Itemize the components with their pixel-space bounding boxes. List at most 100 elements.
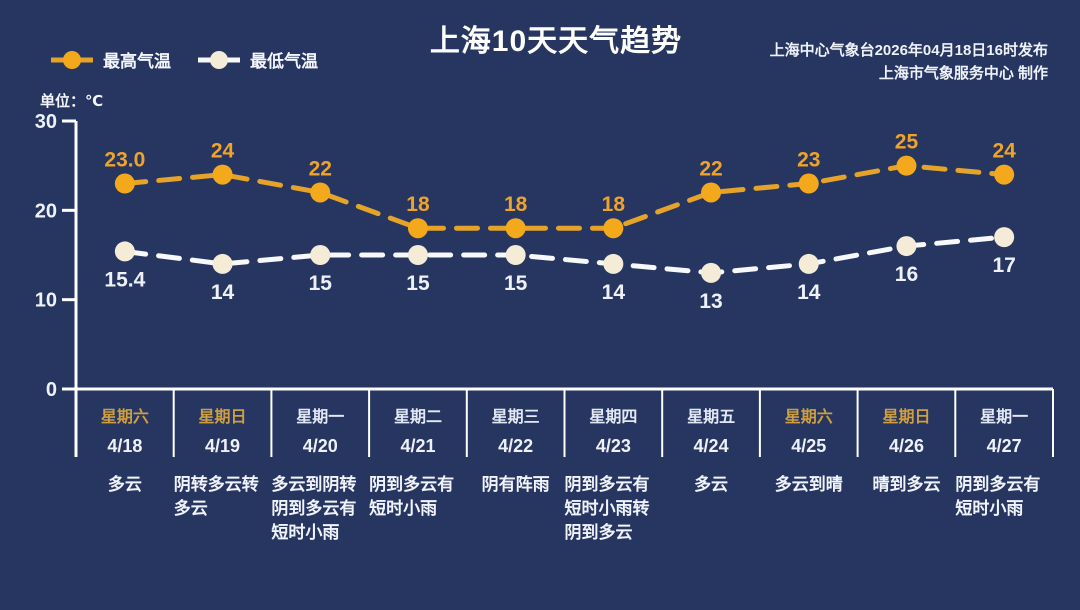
weather-description: 阴转多云转多云: [174, 473, 272, 521]
weekday-label: 星期五: [687, 409, 736, 426]
high-temp-value-label: 24: [992, 140, 1016, 163]
date-label: 4/23: [595, 436, 631, 456]
weekday-label: 星期二: [393, 409, 442, 426]
high-temp-value-label: 22: [309, 157, 332, 180]
high-temp-point: [505, 218, 526, 239]
day-column: 星期四 4/23 阴到多云有短时小雨转阴到多云: [565, 391, 663, 545]
date-label: 4/18: [107, 436, 143, 456]
weekday-label: 星期一: [296, 409, 345, 426]
y-tick-label: 10: [35, 290, 57, 312]
day-table: 星期六 4/18 多云 星期日 4/19 阴转多云转多云 星期一 4/20 多云到阴转阴到多云有…: [76, 391, 1053, 545]
weather-description: 多云: [662, 473, 760, 497]
weather-description: 阴到多云有短时小雨转阴到多云: [565, 473, 663, 545]
day-column: 星期一 4/20 多云到阴转阴到多云有短时小雨: [271, 391, 369, 545]
weekday-label: 星期六: [784, 409, 833, 426]
unit-label: 单位：℃: [40, 93, 104, 110]
day-column: 星期六 4/25 多云到晴: [760, 391, 858, 545]
high-temp-point: [603, 218, 624, 239]
date-label: 4/20: [302, 436, 338, 456]
day-column: 星期三 4/22 阴有阵雨: [467, 391, 565, 545]
high-temp-value-label: 24: [211, 140, 235, 163]
high-temp-point: [407, 218, 428, 239]
weekday-label: 星期日: [198, 409, 247, 426]
low-temp-value-label: 15: [406, 272, 430, 295]
low-temp-point: [798, 253, 819, 274]
date-label: 4/19: [205, 436, 241, 456]
low-temp-line: [122, 234, 1007, 276]
low-temp-value-label: 14: [797, 281, 821, 304]
weather-text: 多云到晴: [774, 475, 843, 494]
weekday-label: 星期六: [100, 409, 149, 426]
high-temp-point: [310, 182, 331, 203]
publisher-line1: 上海中心气象台2026年04月18日16时发布: [769, 42, 1048, 59]
weather-description: 多云: [76, 473, 174, 497]
high-temp-line: [122, 163, 1007, 231]
legend-marker-icon: [198, 50, 240, 69]
legend-item-high-temp: 最高气温: [50, 47, 171, 72]
weather-text: 阴有阵雨: [481, 475, 550, 494]
weather-text: 阴转多云转多云: [173, 475, 259, 518]
date-label: 4/27: [986, 436, 1022, 456]
high-temp-point: [896, 155, 917, 176]
low-temp-point: [212, 253, 233, 274]
low-temp-value-label: 15: [504, 272, 528, 295]
date-label: 4/22: [498, 436, 534, 456]
low-temp-value-label: 14: [211, 281, 235, 304]
high-temp-value-label: 18: [406, 193, 430, 216]
high-temp-value-label: 18: [602, 193, 626, 216]
day-column: 星期五 4/24 多云: [662, 391, 760, 545]
y-tick-label: 20: [35, 200, 57, 222]
day-column: 星期日 4/26 晴到多云: [858, 391, 956, 545]
high-temp-value-label: 23.0: [104, 149, 145, 172]
weather-text: 多云到阴转阴到多云有短时小雨: [271, 475, 357, 542]
day-column: 星期六 4/18 多云: [76, 391, 174, 545]
publisher-line2: 上海市气象服务中心 制作: [878, 65, 1048, 82]
low-temp-value-label: 15.4: [104, 268, 145, 291]
low-temp-point: [310, 245, 331, 265]
low-temp-point: [701, 262, 722, 283]
day-column: 星期日 4/19 阴转多云转多云: [174, 391, 272, 545]
legend: 最高气温 最低气温: [50, 47, 318, 72]
low-temp-point: [994, 227, 1015, 248]
high-temp-point: [701, 182, 722, 203]
weather-text: 多云: [107, 475, 142, 494]
day-column: 星期二 4/21 阴到多云有短时小雨: [369, 391, 467, 545]
high-temp-point: [994, 164, 1015, 185]
low-temp-point: [407, 245, 428, 265]
high-temp-point: [114, 173, 135, 194]
weather-description: 多云到晴: [760, 473, 858, 497]
weather-text: 晴到多云: [872, 475, 941, 494]
weather-text: 阴到多云有短时小雨: [369, 475, 455, 518]
legend-label: 最低气温: [250, 52, 318, 71]
weekday-label: 星期日: [882, 409, 931, 426]
weekday-label: 星期一: [980, 409, 1029, 426]
legend-item-low-temp: 最低气温: [197, 47, 318, 72]
legend-label: 最高气温: [103, 52, 171, 71]
high-temp-value-label: 25: [895, 131, 919, 154]
weather-text: 阴到多云有短时小雨转阴到多云: [564, 475, 650, 542]
y-tick-label: 30: [35, 111, 57, 133]
weather-description: 多云到阴转阴到多云有短时小雨: [271, 473, 369, 545]
y-tick-label: 0: [46, 379, 57, 401]
weekday-label: 星期三: [491, 409, 540, 426]
weather-description: 阴有阵雨: [467, 473, 565, 497]
weather-description: 阴到多云有短时小雨: [369, 473, 467, 521]
weekday-label: 星期四: [589, 409, 638, 426]
publisher-info: 上海中心气象台2026年04月18日16时发布 上海市气象服务中心 制作: [770, 39, 1048, 85]
date-label: 4/26: [888, 436, 924, 456]
low-temp-value-label: 16: [895, 263, 918, 286]
page-title: 上海10天天气趋势: [429, 25, 683, 58]
low-temp-value-label: 17: [992, 254, 1015, 277]
high-temp-point: [798, 173, 819, 194]
weather-text: 阴到多云有短时小雨: [955, 475, 1041, 518]
low-temp-point: [114, 241, 135, 262]
high-temp-point: [212, 164, 233, 185]
high-temp-value-label: 22: [699, 157, 722, 180]
legend-marker-icon: [51, 50, 93, 69]
high-temp-value-label: 23: [797, 149, 820, 172]
date-label: 4/25: [791, 436, 827, 456]
low-temp-point: [603, 253, 624, 274]
weather-description: 晴到多云: [858, 473, 956, 497]
